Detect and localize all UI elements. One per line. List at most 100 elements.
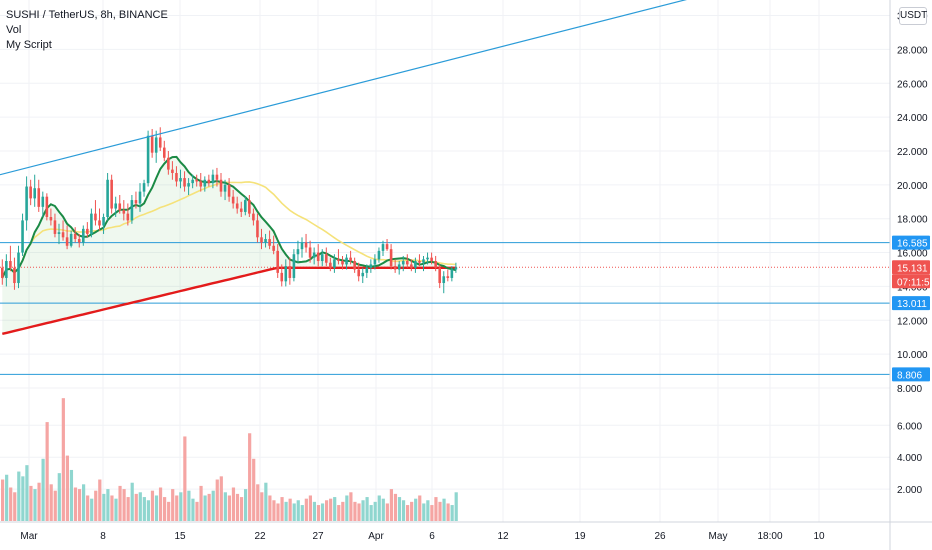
candle-body[interactable] <box>422 259 425 263</box>
candle-body[interactable] <box>33 188 36 199</box>
last-price-label-bg[interactable] <box>892 260 930 275</box>
candle-body[interactable] <box>397 264 401 270</box>
candle-body[interactable] <box>25 186 28 221</box>
candle-body[interactable] <box>288 266 292 278</box>
candle-body[interactable] <box>207 179 211 184</box>
candle-body[interactable] <box>316 252 320 262</box>
candle-body[interactable] <box>418 261 421 263</box>
candle-body[interactable] <box>385 244 389 250</box>
hline-price-label-bg[interactable] <box>892 235 930 250</box>
candle-body[interactable] <box>118 203 122 211</box>
candle-body[interactable] <box>29 186 32 199</box>
hline-price-label-bg[interactable] <box>892 367 930 382</box>
candle-body[interactable] <box>73 233 77 240</box>
candle-body[interactable] <box>41 196 45 207</box>
candle-body[interactable] <box>183 178 186 187</box>
candle-body[interactable] <box>150 135 154 153</box>
candle-body[interactable] <box>110 179 113 209</box>
candle-body[interactable] <box>377 250 381 260</box>
candle-body[interactable] <box>142 183 146 192</box>
candle-body[interactable] <box>199 181 203 187</box>
candle-body[interactable] <box>341 261 344 265</box>
currency-button[interactable]: USDT <box>899 7 927 25</box>
candle-body[interactable] <box>454 267 458 270</box>
candle-body[interactable] <box>90 213 93 234</box>
trendline[interactable] <box>0 0 690 176</box>
candle-body[interactable] <box>426 257 429 260</box>
candle-body[interactable] <box>98 220 101 226</box>
candle-body[interactable] <box>17 252 20 284</box>
candle-body[interactable] <box>268 239 271 246</box>
candle-body[interactable] <box>49 217 53 221</box>
candle-body[interactable] <box>37 188 41 207</box>
candle-body[interactable] <box>130 200 134 221</box>
candle-body[interactable] <box>320 254 324 262</box>
script-indicator-label[interactable]: My Script <box>6 39 52 51</box>
symbol-title[interactable]: SUSHI / TetherUS, 8h, BINANCE <box>6 9 168 21</box>
candle-body[interactable] <box>235 203 239 209</box>
candle-body[interactable] <box>414 261 417 268</box>
candle-body[interactable] <box>284 266 288 282</box>
candle-body[interactable] <box>438 267 441 284</box>
candle-body[interactable] <box>167 157 170 170</box>
candle-body[interactable] <box>410 264 413 268</box>
candle-body[interactable] <box>13 267 16 284</box>
candle-body[interactable] <box>138 191 142 204</box>
candle-body[interactable] <box>333 259 336 268</box>
candle-body[interactable] <box>69 233 73 246</box>
candle-body[interactable] <box>248 200 251 214</box>
candle-body[interactable] <box>401 261 405 265</box>
candle-body[interactable] <box>86 228 89 234</box>
candle-body[interactable] <box>163 147 166 158</box>
candle-body[interactable] <box>353 261 356 270</box>
candle-body[interactable] <box>175 172 178 182</box>
candle-body[interactable] <box>292 254 296 278</box>
price-axis[interactable]: 30.00028.00026.00024.00022.00020.00018.0… <box>889 0 932 550</box>
candle-body[interactable] <box>256 220 259 238</box>
candle-body[interactable] <box>434 261 437 268</box>
candle-body[interactable] <box>450 269 454 278</box>
candle-body[interactable] <box>244 200 247 212</box>
candle-body[interactable] <box>134 200 138 204</box>
candle-body[interactable] <box>337 259 340 262</box>
volume-indicator-label[interactable]: Vol <box>6 24 22 36</box>
candle-body[interactable] <box>308 247 312 258</box>
candle-body[interactable] <box>369 264 373 268</box>
candle-body[interactable] <box>146 135 150 184</box>
candle-body[interactable] <box>102 217 105 226</box>
candle-body[interactable] <box>304 242 308 248</box>
candle-body[interactable] <box>195 179 198 182</box>
candle-body[interactable] <box>280 272 284 282</box>
candle-body[interactable] <box>365 267 369 273</box>
candle-body[interactable] <box>276 250 279 273</box>
candle-body[interactable] <box>9 261 12 268</box>
candle-body[interactable] <box>381 244 385 251</box>
candle-body[interactable] <box>325 254 328 263</box>
candle-body[interactable] <box>171 169 174 173</box>
candle-body[interactable] <box>65 237 69 246</box>
candle-body[interactable] <box>106 179 109 218</box>
candle-body[interactable] <box>406 261 409 265</box>
candle-body[interactable] <box>389 249 393 267</box>
candle-body[interactable] <box>179 178 182 182</box>
candle-body[interactable] <box>349 257 352 262</box>
candle-body[interactable] <box>114 203 117 209</box>
candlesticks[interactable] <box>1 127 458 294</box>
candle-body[interactable] <box>5 261 8 278</box>
trend-line[interactable] <box>0 0 690 176</box>
time-axis[interactable]: Mar 8 15 22 27 Apr 6 12 19 26 May 18:00 10 <box>0 521 932 542</box>
candle-body[interactable] <box>446 276 450 278</box>
candle-body[interactable] <box>57 232 61 234</box>
candle-body[interactable] <box>53 220 57 234</box>
candle-body[interactable] <box>357 269 360 277</box>
candle-body[interactable] <box>122 210 126 214</box>
candle-body[interactable] <box>1 267 4 278</box>
candle-body[interactable] <box>187 183 190 187</box>
candle-body[interactable] <box>231 196 235 204</box>
candle-body[interactable] <box>345 257 348 265</box>
candle-body[interactable] <box>300 242 304 250</box>
candle-body[interactable] <box>260 237 263 243</box>
candle-body[interactable] <box>296 249 300 255</box>
candle-body[interactable] <box>158 137 162 148</box>
candle-body[interactable] <box>219 179 223 192</box>
